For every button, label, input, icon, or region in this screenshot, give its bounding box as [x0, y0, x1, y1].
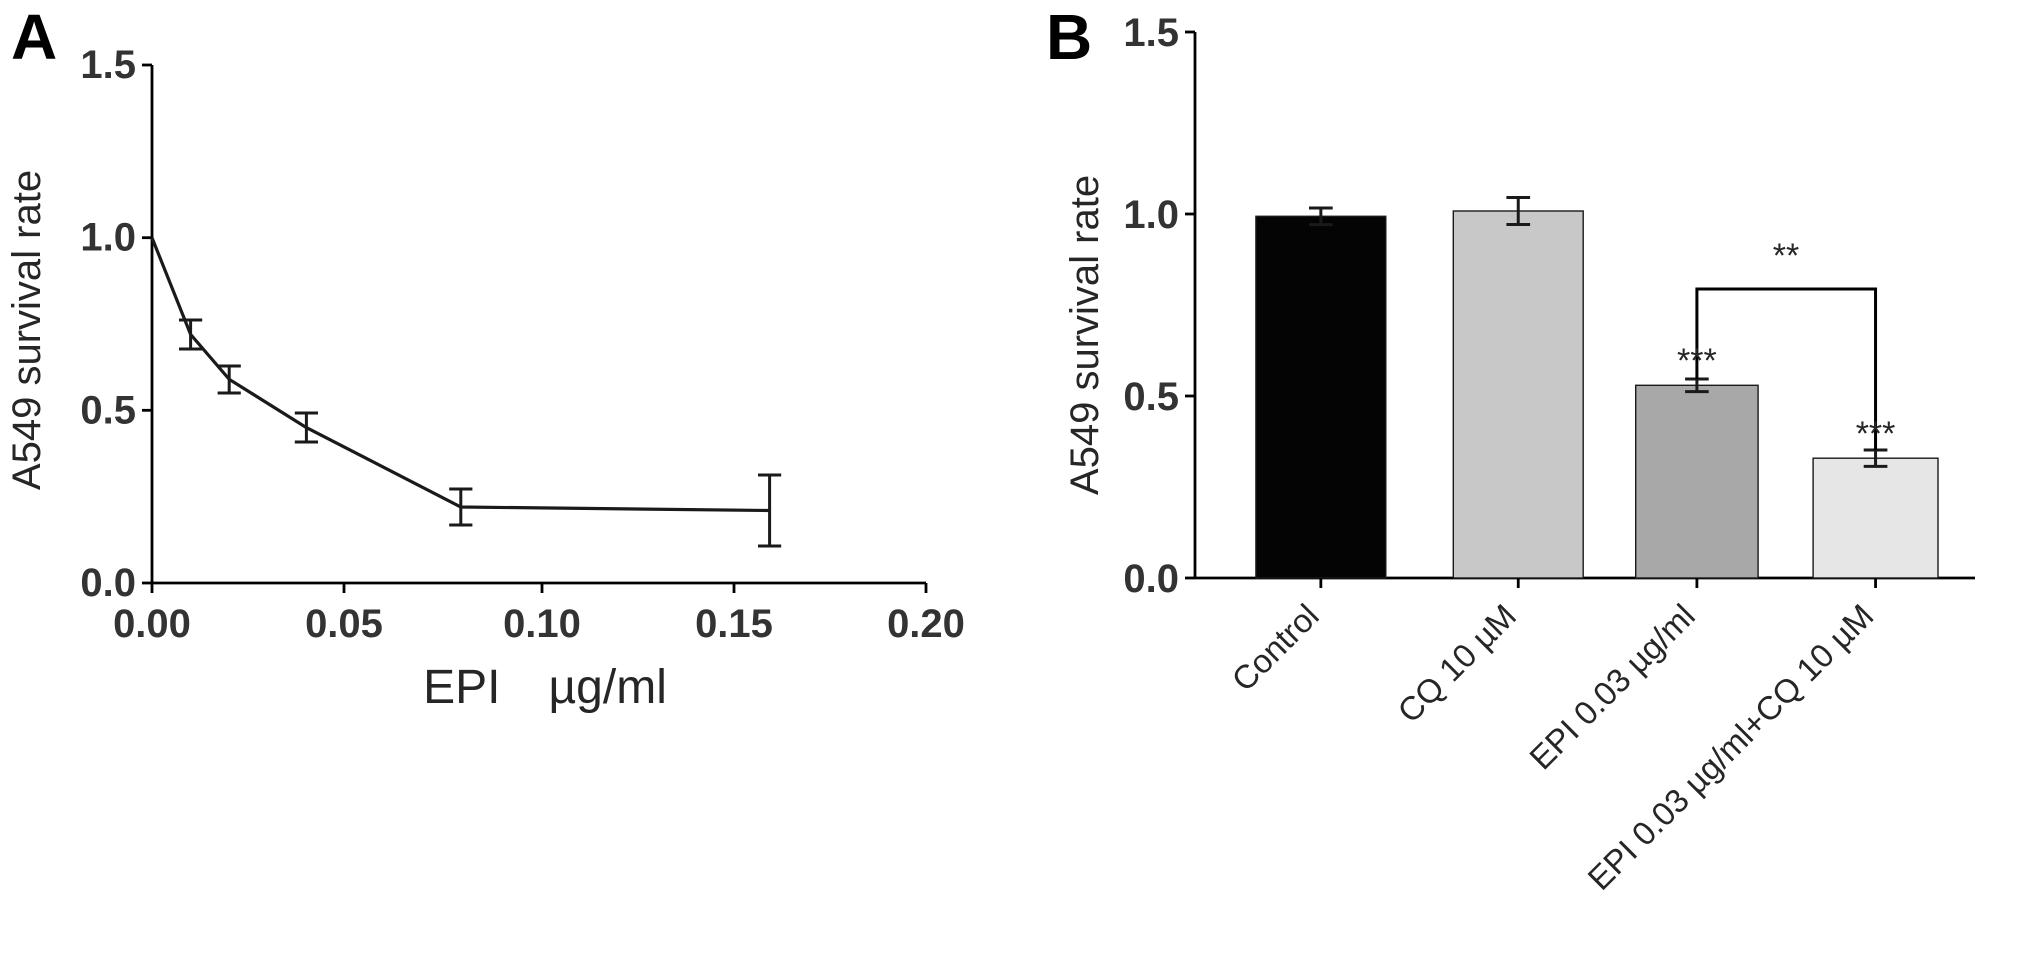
svg-text:Control: Control: [1224, 597, 1325, 698]
svg-text:0.10: 0.10: [503, 602, 581, 646]
svg-text:EPI 0.03 µg/ml+CQ 10 µM: EPI 0.03 µg/ml+CQ 10 µM: [1580, 597, 1880, 897]
svg-text:***: ***: [1856, 415, 1896, 453]
svg-text:1.0: 1.0: [80, 216, 136, 260]
svg-text:1.0: 1.0: [1123, 193, 1179, 237]
svg-text:0.5: 0.5: [1123, 375, 1179, 419]
svg-text:CQ 10 µM: CQ 10 µM: [1390, 597, 1523, 730]
svg-text:0.0: 0.0: [80, 561, 136, 605]
svg-text:0.5: 0.5: [80, 388, 136, 432]
svg-text:A: A: [11, 1, 57, 73]
svg-text:0.15: 0.15: [695, 602, 773, 646]
svg-text:EPI 0.03 µg/ml: EPI 0.03 µg/ml: [1522, 597, 1702, 777]
svg-text:1.5: 1.5: [1123, 11, 1179, 55]
svg-text:0.05: 0.05: [305, 602, 383, 646]
svg-text:0.20: 0.20: [887, 602, 965, 646]
svg-text:***: ***: [1677, 342, 1717, 380]
svg-text:A549 survival rate: A549 survival rate: [5, 170, 49, 490]
svg-text:1.5: 1.5: [80, 43, 136, 87]
svg-text:0.00: 0.00: [113, 602, 191, 646]
svg-text:A549 survival rate: A549 survival rate: [1063, 175, 1107, 495]
svg-text:0.0: 0.0: [1123, 557, 1179, 601]
svg-text:**: **: [1773, 237, 1799, 275]
svg-text:B: B: [1046, 1, 1092, 73]
